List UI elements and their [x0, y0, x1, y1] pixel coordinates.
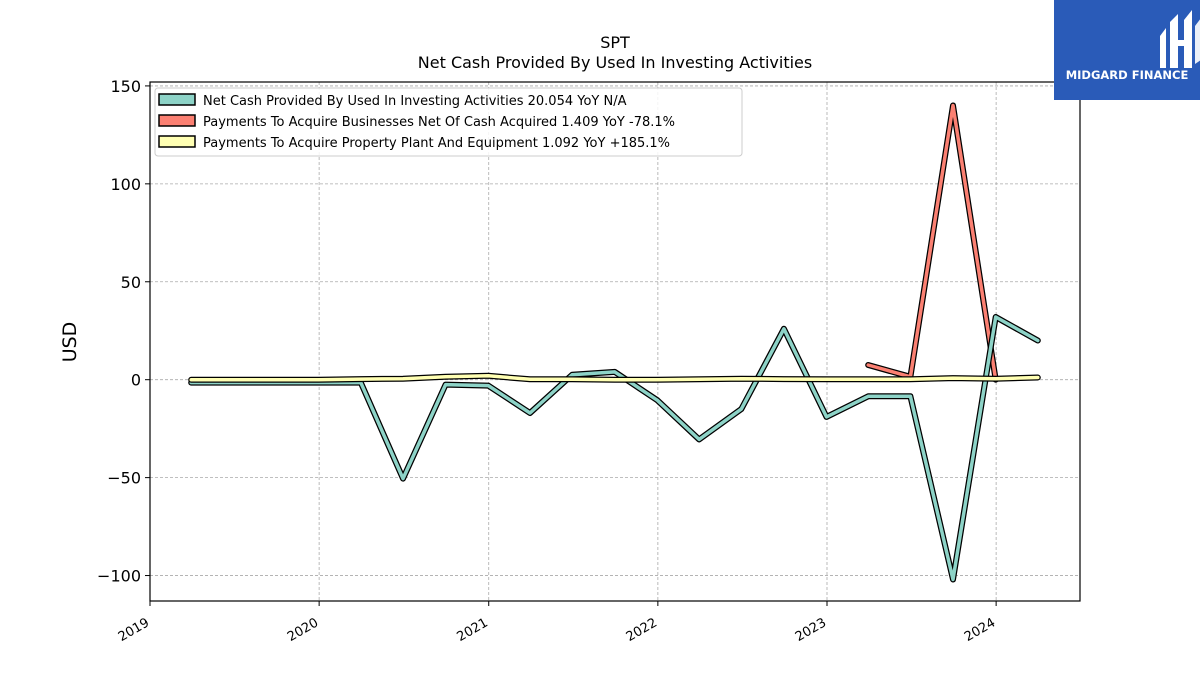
logo-mark-icon: [1160, 10, 1200, 68]
chart-subtitle: Net Cash Provided By Used In Investing A…: [418, 53, 812, 72]
x-tick-label: 2021: [455, 615, 491, 645]
legend-entry-label: Payments To Acquire Property Plant And E…: [203, 136, 670, 151]
x-tick-label: 2023: [793, 615, 829, 645]
y-axis-ticks: 150 100 50 0 −50 −100: [97, 77, 150, 586]
legend-swatch: [158, 135, 196, 148]
brand-logo: MIDGARD FINANCE: [1054, 0, 1200, 100]
plot-frame: [149, 81, 1081, 602]
legend-entry-label: Payments To Acquire Businesses Net Of Ca…: [203, 115, 675, 130]
y-axis-label: USD: [59, 322, 81, 363]
legend-box: [154, 87, 743, 157]
legend-entry-label: Net Cash Provided By Used In Investing A…: [203, 94, 627, 109]
x-tick-label: 2019: [116, 615, 152, 645]
x-axis-ticks: 2019 2020 2021 2022 2023 2024: [116, 601, 998, 645]
y-tick-label: 0: [131, 371, 141, 390]
legend-swatch: [158, 114, 196, 127]
x-tick-label: 2024: [962, 615, 998, 645]
series-lines: [188, 102, 1041, 583]
x-tick-label: 2020: [285, 615, 321, 645]
legend: Net Cash Provided By Used In Investing A…: [154, 87, 743, 157]
y-tick-label: 50: [121, 273, 141, 292]
y-tick-label: −50: [107, 469, 141, 488]
logo-text: MIDGARD FINANCE: [1065, 68, 1189, 82]
y-tick-label: −100: [97, 567, 141, 586]
series-line: [189, 315, 1040, 582]
legend-swatch: [158, 93, 196, 106]
x-tick-label: 2022: [624, 615, 660, 645]
y-tick-label: 100: [110, 175, 141, 194]
y-tick-label: 150: [110, 77, 141, 96]
series-line: [866, 103, 998, 382]
series-line: [189, 374, 1040, 382]
chart-title: SPT: [600, 33, 630, 52]
